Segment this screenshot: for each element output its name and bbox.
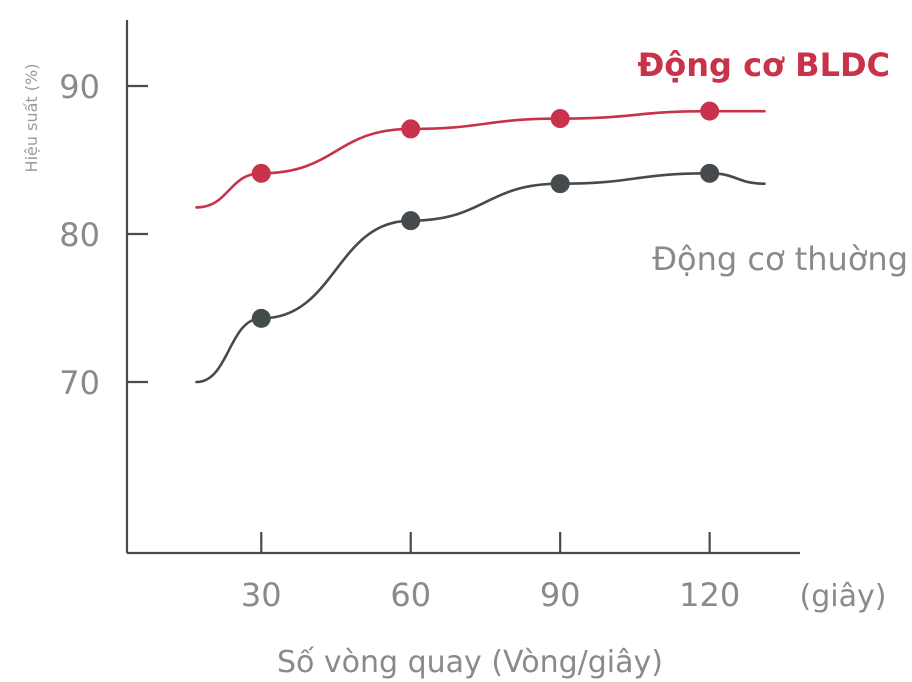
series-0-point-30 — [251, 163, 271, 183]
series-0-point-120 — [700, 101, 720, 121]
x-unit-label: (giây) — [800, 579, 887, 614]
series-0-point-60 — [401, 119, 421, 139]
x-tick-label-60: 60 — [390, 576, 431, 614]
series-1-point-90 — [550, 174, 570, 194]
axes — [125, 20, 800, 555]
x-tick-label-30: 30 — [241, 576, 282, 614]
series-line-0 — [195, 109, 766, 209]
x-tick-label-120: 120 — [679, 576, 740, 614]
x-axis-title: Số vòng quay (Vòng/giây) — [277, 645, 663, 680]
x-tick-label-90: 90 — [540, 576, 581, 614]
series-1-point-120 — [700, 163, 720, 183]
series-label-bldc: Động cơ BLDC — [637, 46, 890, 84]
series-label-conventional: Động cơ thuờng — [652, 240, 908, 278]
series-0-point-90 — [550, 109, 570, 129]
series-layer — [195, 101, 766, 384]
series-1-point-30 — [251, 308, 271, 328]
y-tick-label-80: 80 — [59, 216, 100, 254]
y-tick-label-70: 70 — [59, 364, 100, 402]
y-tick-label-90: 90 — [59, 68, 100, 106]
y-axis-title: Hiệu suất (%) — [22, 64, 41, 173]
series-1-point-60 — [401, 211, 421, 231]
ticks: 70 80 90 30 60 90 120 — [59, 68, 740, 614]
